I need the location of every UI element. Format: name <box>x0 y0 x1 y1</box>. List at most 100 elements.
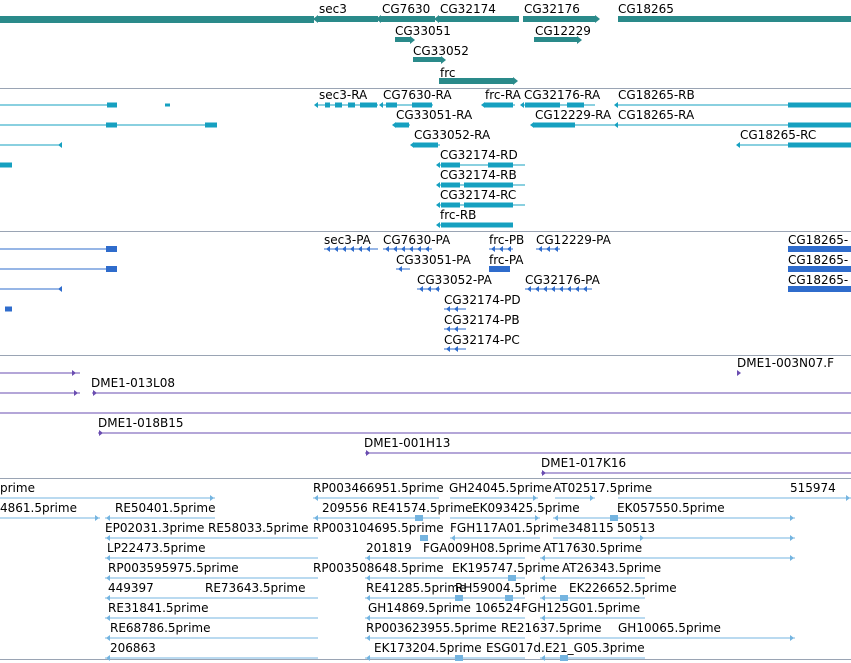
protein-frc-pa[interactable] <box>489 266 510 272</box>
est-label[interactable]: GH24045.5prime <box>449 481 552 495</box>
exon-cg32176-ra[interactable] <box>525 102 560 108</box>
exon-block[interactable] <box>165 103 170 107</box>
mrna-label[interactable]: CG32174-RB <box>440 168 517 182</box>
est-label[interactable]: RP003595975.5prime <box>108 561 239 575</box>
gene-bar[interactable] <box>0 16 314 23</box>
mrna-label[interactable]: CG18265-RA <box>618 108 695 122</box>
est-block[interactable] <box>508 575 516 581</box>
est-label[interactable]: 348115 <box>568 521 614 535</box>
est-label[interactable]: 106524 <box>475 601 521 615</box>
clone-label[interactable]: DME1-013L08 <box>91 376 175 390</box>
protein-cg18265[interactable] <box>788 286 851 292</box>
exon-cg32174-rc[interactable] <box>441 202 460 208</box>
est-label[interactable]: 4861.5prime <box>0 501 77 515</box>
est-label[interactable]: AT26343.5prime <box>562 561 661 575</box>
est-label[interactable]: EK057550.5prime <box>617 501 725 515</box>
exon-cg32174-rc[interactable] <box>464 202 513 208</box>
est-label[interactable]: RP003508648.5prime <box>313 561 444 575</box>
est-label[interactable]: ESG017d.E21_G05.3prime <box>486 641 645 655</box>
est-label[interactable]: GH10065.5prime <box>618 621 721 635</box>
protein-label[interactable]: CG32174-PC <box>444 333 520 347</box>
est-label[interactable]: EP02031.3prime <box>105 521 204 535</box>
est-label[interactable]: RE41574.5prime <box>372 501 473 515</box>
exon-cg32174-rb[interactable] <box>441 182 460 188</box>
protein-cg18265[interactable] <box>788 266 851 272</box>
est-block[interactable] <box>455 595 463 601</box>
gene-bar-sec3[interactable] <box>318 16 378 22</box>
gene-label[interactable]: CG18265 <box>618 2 674 16</box>
clone-label[interactable]: DME1-017K16 <box>541 456 626 470</box>
exon-cg18265-rb[interactable] <box>788 102 851 108</box>
est-label[interactable]: RE68786.5prime <box>110 621 211 635</box>
gene-label[interactable]: CG32174 <box>440 2 496 16</box>
protein-label[interactable]: CG32176-PA <box>525 273 601 287</box>
mrna-label[interactable]: CG32174-RD <box>440 148 518 162</box>
est-label[interactable]: RE21637.5prime <box>501 621 602 635</box>
est-block[interactable] <box>610 515 618 521</box>
protein-label[interactable]: CG18265- <box>788 233 848 247</box>
est-label[interactable]: 201819 <box>366 541 412 555</box>
mrna-label[interactable]: CG32174-RC <box>440 188 516 202</box>
gene-bar-frc[interactable] <box>439 78 513 84</box>
exon-cg33052-ra[interactable] <box>414 142 438 148</box>
gene-bar-cg33051[interactable] <box>395 37 410 42</box>
mrna-label[interactable]: CG7630-RA <box>383 88 452 102</box>
mrna-label[interactable]: sec3-RA <box>319 88 368 102</box>
mrna-label[interactable]: CG18265-RB <box>618 88 695 102</box>
est-label[interactable]: EK226652.5prime <box>569 581 677 595</box>
mrna-label[interactable]: CG12229-RA <box>535 108 612 122</box>
exon-cg32176-ra[interactable] <box>567 102 584 108</box>
exon-frc-ra[interactable] <box>485 102 513 108</box>
est-label[interactable]: RH59004.5prime <box>455 581 557 595</box>
protein-label[interactable]: frc-PB <box>489 233 524 247</box>
exon-cg18265-rc[interactable] <box>788 142 851 148</box>
gene-label[interactable]: CG33052 <box>413 44 469 58</box>
protein-label[interactable]: CG12229-PA <box>536 233 612 247</box>
protein-label[interactable]: sec3-PA <box>324 233 372 247</box>
gene-bar-cg18265[interactable] <box>618 16 851 22</box>
protein-label[interactable]: CG33051-PA <box>396 253 472 267</box>
est-block[interactable] <box>415 515 423 521</box>
est-label[interactable]: LP22473.5prime <box>107 541 206 555</box>
exon-block[interactable] <box>107 102 117 108</box>
exon-sec3-ra[interactable] <box>360 102 377 108</box>
est-label[interactable]: EK173204.5prime <box>374 641 482 655</box>
protein-label[interactable]: CG32174-PB <box>444 313 520 327</box>
est-label[interactable]: RP003466951.5prime <box>313 481 444 495</box>
exon-cg18265-ra[interactable] <box>788 122 851 128</box>
exon-frc-rb[interactable] <box>441 222 513 228</box>
est-label[interactable]: EK195747.5prime <box>452 561 560 575</box>
est-block[interactable] <box>560 655 568 661</box>
exon-cg7630-ra[interactable] <box>386 102 397 108</box>
protein-cg18265[interactable] <box>788 246 851 252</box>
gene-bar-cg32174[interactable] <box>439 16 519 22</box>
exon-block[interactable] <box>205 122 217 128</box>
exon-sec3-ra[interactable] <box>325 102 330 108</box>
exon-cg33051-ra[interactable] <box>396 122 409 128</box>
est-label[interactable]: FGH125G01.5prime <box>521 601 640 615</box>
exon-cg12229-ra[interactable] <box>534 122 575 128</box>
mrna-label[interactable]: CG33052-RA <box>414 128 491 142</box>
protein-label[interactable]: CG18265- <box>788 253 848 267</box>
est-label[interactable]: 209556 <box>322 501 368 515</box>
est-block[interactable] <box>420 535 428 541</box>
est-label[interactable]: 515974 <box>790 481 836 495</box>
protein-label[interactable]: CG7630-PA <box>383 233 451 247</box>
est-label[interactable]: 449397 <box>108 581 154 595</box>
protein-label[interactable]: CG32174-PD <box>444 293 521 307</box>
est-label[interactable]: AT02517.5prime <box>553 481 652 495</box>
exon-sec3-ra[interactable] <box>335 102 342 108</box>
est-label[interactable]: AT17630.5prime <box>543 541 642 555</box>
protein-label[interactable]: CG18265- <box>788 273 848 287</box>
mrna-label[interactable]: CG18265-RC <box>740 128 816 142</box>
mrna-label[interactable]: CG33051-RA <box>396 108 473 122</box>
exon-block[interactable] <box>0 162 12 168</box>
est-label[interactable]: EK093425.5prime <box>472 501 580 515</box>
est-label[interactable]: RE73643.5prime <box>205 581 306 595</box>
exon-sec3-ra[interactable] <box>348 102 355 108</box>
clone-label[interactable]: DME1-003N07.F <box>737 356 834 370</box>
exon-block[interactable] <box>106 266 117 272</box>
protein-label[interactable]: CG33052-PA <box>417 273 493 287</box>
est-label[interactable]: RE31841.5prime <box>108 601 209 615</box>
gene-bar-cg7630[interactable] <box>381 16 435 22</box>
